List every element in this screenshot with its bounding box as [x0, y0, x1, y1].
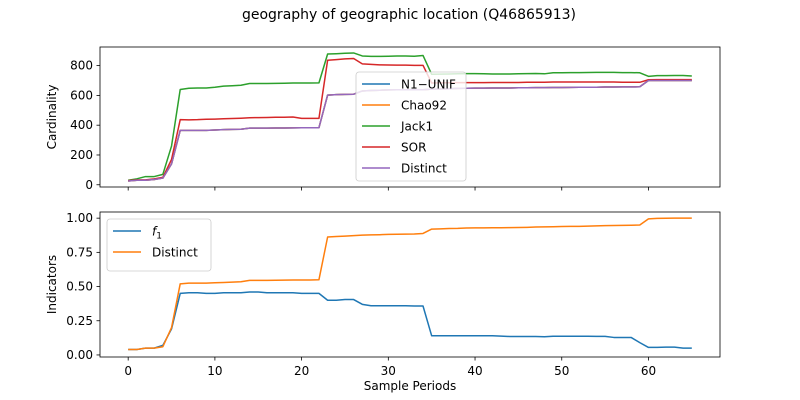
y-tick-label: 0.00 — [66, 348, 93, 362]
y-tick-label: 600 — [70, 88, 93, 102]
y-tick-label: 200 — [70, 148, 93, 162]
x-tick-label: 60 — [641, 364, 656, 378]
top-axes-cardinality: 0 200 400 600 800 Cardinality N1−UNIF Chao92 Jac… — [45, 46, 721, 192]
x-tick-label: 30 — [381, 364, 396, 378]
legend-label-f1: f1 — [152, 225, 162, 242]
x-tick-label: 10 — [207, 364, 222, 378]
legend-label-n1-unif: N1−UNIF — [401, 78, 456, 92]
y-tick-label: 800 — [70, 59, 93, 73]
y-axis-label: Cardinality — [45, 85, 59, 150]
y-tick-label: 0.50 — [66, 280, 93, 294]
legend-frame — [106, 218, 212, 272]
bottom-axes-indicators: 0.00 0.25 0.50 0.75 1.00 0 10 20 30 40 50 60 Indicat… — [45, 211, 721, 393]
legend-label-sor: SOR — [401, 141, 426, 155]
legend: N1−UNIF Chao92 Jack1 SOR Distinct — [355, 71, 467, 182]
y-tick-label: 1.00 — [66, 211, 93, 225]
legend-label-distinct: Distinct — [401, 162, 447, 176]
legend: f1 Distinct — [106, 218, 212, 272]
x-axis-label: Sample Periods — [364, 379, 456, 393]
x-tick-label: 20 — [294, 364, 309, 378]
x-tick-label: 0 — [124, 364, 132, 378]
series-line-jack1 — [128, 52, 692, 182]
figure-title: geography of geographic location (Q46865… — [242, 7, 576, 23]
y-tick-label: 0 — [85, 178, 93, 192]
series-line-distinct — [128, 217, 692, 351]
legend-label-main: f — [152, 225, 158, 239]
y-tick-label: 0.75 — [66, 245, 93, 259]
legend-label-jack1: Jack1 — [400, 120, 433, 134]
series-line-f1 — [128, 291, 692, 351]
legend-label-chao92: Chao92 — [401, 99, 447, 113]
x-tick-label: 50 — [554, 364, 569, 378]
series-line-sor — [128, 57, 692, 182]
y-axis-label: Indicators — [45, 255, 59, 314]
axes-frame — [99, 46, 721, 188]
legend-frame — [355, 71, 467, 182]
y-tick-label: 0.25 — [66, 314, 93, 328]
axes-frame — [99, 211, 721, 358]
legend-label-subscript: 1 — [156, 232, 162, 242]
legend-label-distinct: Distinct — [152, 246, 198, 260]
x-tick-label: 40 — [467, 364, 482, 378]
y-tick-label: 400 — [70, 118, 93, 132]
